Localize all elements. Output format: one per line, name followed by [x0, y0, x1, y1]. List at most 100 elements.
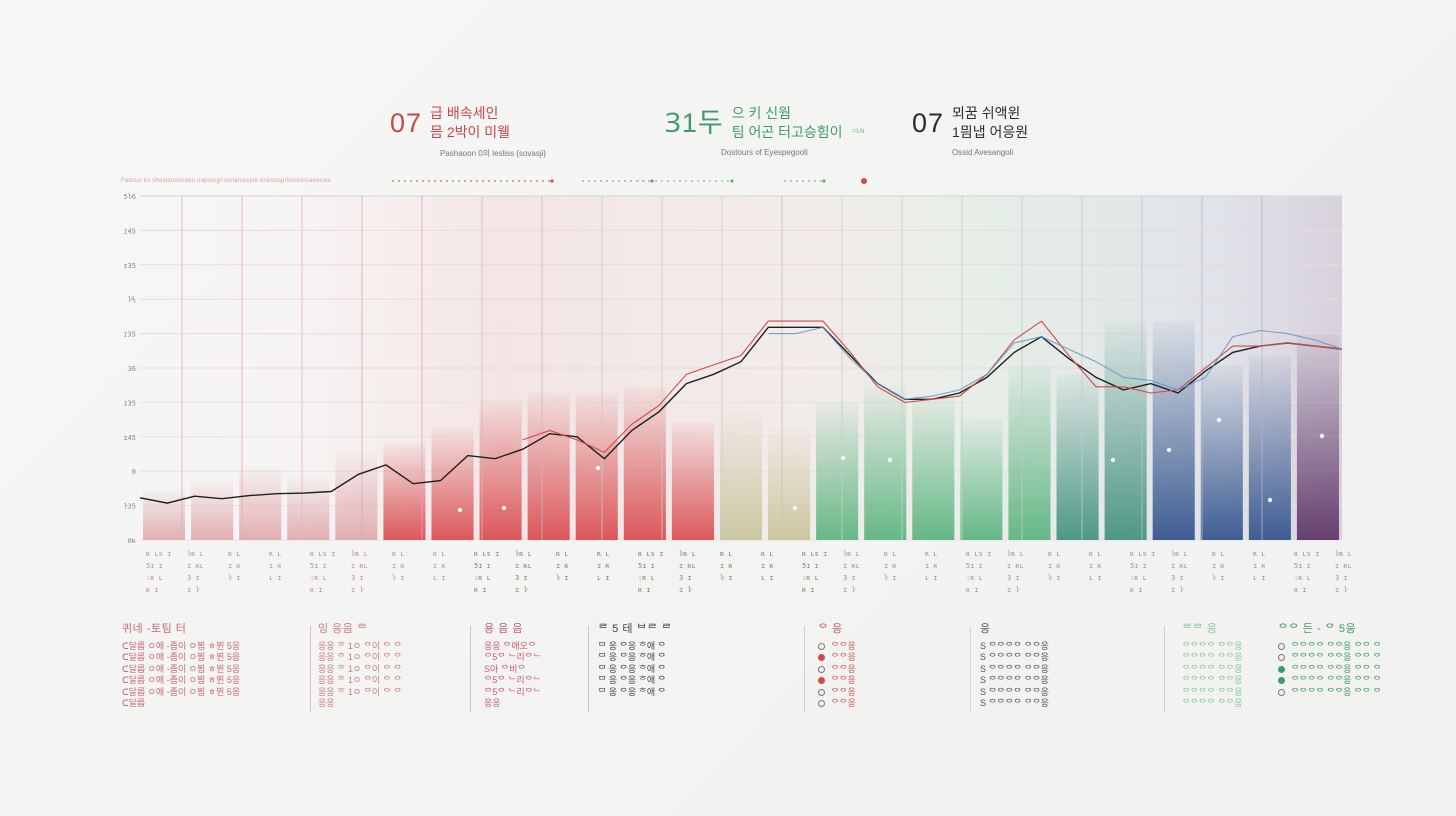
bar-marker — [1319, 433, 1325, 439]
x-tick-label: ɪ ʀ — [761, 562, 774, 570]
kpi-3-value: 07 — [912, 108, 945, 138]
summary-table-row: ᄋᄋᄋᄋ ᄋᄋ응 ᄋᄋ ᄋ — [1278, 652, 1381, 664]
y-tick-label: ŀ35 — [123, 503, 136, 511]
x-tick-label: ɪ ʀ — [1253, 562, 1266, 570]
summary-table-cell: ᄋᄋ응 — [831, 652, 856, 662]
summary-table-cell: ᄋ5ᄋ ᄂ리ᄋᄂ — [484, 686, 542, 697]
y-tick-label: 0ʀ — [128, 537, 136, 545]
bar — [143, 489, 186, 540]
row-status-dot — [818, 642, 825, 650]
x-tick-label: 3 ɪ — [1335, 574, 1348, 582]
bar — [1008, 364, 1051, 540]
x-tick-label: ʟ ɪ — [761, 574, 774, 582]
summary-table-row: ᄋᄋ응 — [818, 641, 856, 653]
x-tick-label: ʀ ʟs ɪ — [1130, 550, 1155, 558]
bar — [431, 427, 474, 540]
summary-table-row: ᄋ5ᄋ ᄂ리ᄋᄂ — [484, 675, 541, 687]
x-tick-label: ʀ ʟ — [228, 550, 241, 558]
summary-table-cell: ᄋᄋ응 — [831, 675, 856, 685]
x-tick-label: ʀ ʟs ɪ — [638, 550, 663, 558]
summary-table-row: 응응 ᄒ 1ㅇ ᄋ이 ᄋ ᄋ — [318, 664, 402, 676]
bar — [479, 399, 522, 540]
y-tick-label: ŀ⅘ — [128, 295, 136, 304]
x-tick-label: 5ɪ ɪ — [310, 562, 327, 570]
x-tick-label: ɪ ʀʟ — [1171, 562, 1188, 570]
x-tick-label: ʀ ʟ — [884, 550, 897, 558]
summary-table-heading: 퀴네 -토팀 터 — [122, 623, 187, 635]
row-status-dot — [1278, 677, 1285, 685]
summary-table-row: ᄋᄋ응 — [818, 664, 856, 676]
x-tick-label: ʀ ʟs ɪ — [146, 550, 171, 558]
summary-table-cell: S ᄋᄋᄋᄋ ᄋᄋ응 — [980, 652, 1049, 662]
x-tick-label: ʀ ɪ — [802, 586, 815, 594]
x-tick-label: 5ɪ ɪ — [474, 562, 491, 570]
summary-table-8: ᄋᄋ 든 - ᄋ 5응 ᄋᄋᄋᄋ ᄋᄋ응 ᄋᄋ ᄋ ᄋᄋᄋᄋ ᄋᄋ응 ᄋᄋ ᄋ ᄋᄋᄋ… — [1278, 623, 1381, 698]
x-tick-label: ŀ ɪ — [228, 574, 241, 582]
row-status-dot — [1278, 665, 1285, 673]
summary-table-row: 응응 — [484, 698, 541, 710]
x-tick-label: ɪ ŀ — [1171, 586, 1184, 594]
x-tick-label: ʟ ɪ — [269, 574, 282, 582]
bar — [239, 468, 282, 540]
x-tick-label: ʟ ɪ — [597, 574, 610, 582]
bar — [335, 452, 378, 540]
x-tick-label: ɪ ʀ — [720, 562, 733, 570]
x-tick-label: 5ɪ ɪ — [146, 562, 163, 570]
summary-table-7: ᄅᄅ 응 ᄋᄋᄋᄋ ᄋᄋ응 ᄋᄋᄋᄋ ᄋᄋ응 ᄋᄋᄋᄋ ᄋᄋ응 ᄋᄋᄋᄋ ᄋᄋ응 ᄋᄋᄋᄋ… — [1182, 623, 1243, 710]
summary-table-row: ᄆ 응 ᄋ응 ᄒ애 ᄋ — [598, 675, 672, 687]
x-tick-label: ʀ ɪ — [310, 586, 323, 594]
bar-marker — [1166, 447, 1172, 453]
summary-table-cell: ᑕ달름 ㅇ애 -좀이 ㅇ뵘 ㅎ뷘 5응 — [122, 640, 241, 651]
summary-table-heading: ᄅᄅ 응 — [1182, 623, 1218, 635]
summary-table-cell: ᄋᄋᄋᄋ ᄋᄋ응 — [1182, 686, 1243, 697]
y-tick-label: ɪ45 — [123, 434, 136, 442]
bar — [719, 411, 763, 540]
x-tick-label: ɪ ŀ — [351, 586, 364, 594]
series-line-1 — [139, 326, 1343, 504]
x-tick-label: ʟ ɪ — [1089, 574, 1102, 582]
x-tick-label: ŀʀ ʟ — [1171, 550, 1188, 558]
summary-table-cell: ᄋᄋᄋᄋ ᄋᄋ응 — [1182, 652, 1243, 662]
bar — [864, 386, 907, 540]
kpi-1-value: 07 — [390, 108, 423, 138]
bar-marker — [1110, 457, 1116, 463]
x-tick-label: ʟ ɪ — [433, 574, 446, 582]
x-tick-label: ŀ ɪ — [556, 574, 569, 582]
summary-table-cell: ᄋᄋᄋᄋ ᄋᄋ응 — [1182, 640, 1243, 651]
summary-table-heading: 응 — [980, 623, 991, 635]
x-tick-label: ʀ ɪ — [966, 586, 979, 594]
x-tick-label: ɪ ʀʟ — [515, 562, 532, 570]
bar-marker — [887, 457, 893, 463]
x-tick-label: :ʀ ʟ — [802, 574, 819, 582]
summary-table-cell: ᄋᄋᄋᄋ ᄋᄋ응 — [1182, 675, 1243, 685]
summary-table-cell: ᄆ 응 ᄋ응 ᄒ애 ᄋ — [598, 675, 666, 685]
table-separator — [804, 626, 805, 712]
x-tick-label: ɪ ʀ — [884, 562, 897, 570]
x-tick-label: ʀ ʟ — [269, 550, 282, 558]
summary-table-cell: ᄋ5ᄋ ᄂ리ᄋᄂ — [484, 652, 542, 662]
summary-table-cell: 응응 ᄒ 1ㅇ ᄋ이 ᄋ ᄋ — [318, 675, 402, 685]
summary-table-cell: 응응 ᄒ 1ㅇ ᄋ이 ᄋ ᄋ — [318, 652, 402, 662]
summary-table-row: S ᄋᄋᄋᄋ ᄋᄋ응 — [980, 687, 1049, 699]
summary-table-row: ᄋᄋᄋᄋ ᄋᄋ응 — [1182, 698, 1242, 710]
summary-table-cell: ᄋᄋᄋᄋ ᄋᄋ응 — [1182, 698, 1243, 708]
x-tick-label: ɪ ʀʟ — [187, 562, 204, 570]
x-tick-label: 5ɪ ɪ — [802, 562, 819, 570]
x-tick-label: ʀ ɪ — [1130, 586, 1143, 594]
summary-table-cell: 응응 — [318, 698, 335, 708]
x-tick-label: ʀ ʟ — [1048, 550, 1061, 558]
bar — [1248, 355, 1291, 540]
x-tick-label: ɪ ʀ — [925, 562, 938, 570]
summary-table-row: 응응 — [318, 698, 402, 710]
summary-table-row: ᑕ달름 ㅇ애 -좀이 ㅇ뵘 ㅎ뷘 5응 — [122, 687, 240, 699]
x-tick-label: 5ɪ ɪ — [966, 562, 983, 570]
bar — [623, 386, 666, 540]
summary-table-cell: S ᄋᄋᄋᄋ ᄋᄋ응 — [980, 640, 1049, 651]
x-tick-label: ʀ ʟs ɪ — [474, 550, 499, 558]
summary-table-cell: ᄋᄋᄋᄋ ᄋᄋ응 — [1182, 663, 1243, 674]
x-tick-label: ʀ ɪ — [1294, 586, 1307, 594]
bar — [527, 393, 570, 540]
summary-table-row: ᄆ 응 ᄋ응 ᄒ애 ᄋ — [598, 641, 672, 653]
x-tick-label: 3 ɪ — [187, 574, 200, 582]
